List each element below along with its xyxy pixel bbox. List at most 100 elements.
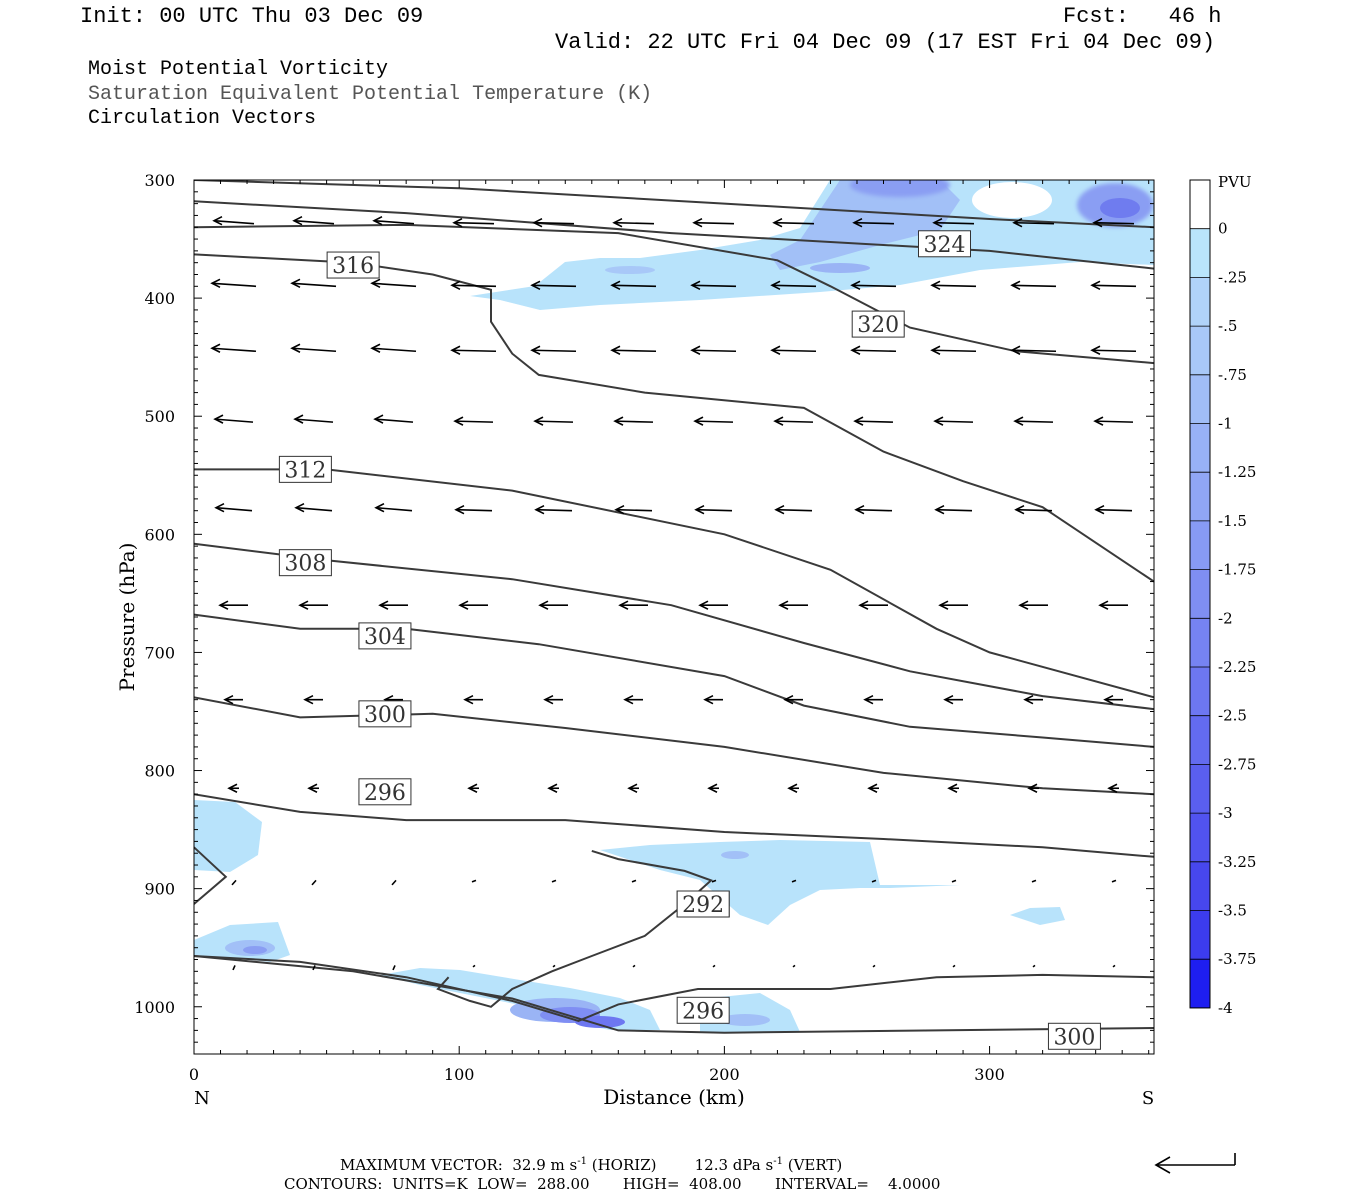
vector-arrow [370, 343, 417, 353]
vector-arrow [712, 964, 716, 968]
vector-arrow [552, 964, 556, 968]
colorbar: PVU 0 -.25 -.5 -.75 -1 -1.25 -1.5 -1.75 -2 -2.25 -2… [1189, 173, 1256, 1017]
colorbar-swatch [1190, 764, 1210, 814]
vector-arrow [854, 504, 893, 515]
vector-arrow [312, 965, 316, 971]
contour-label: 292 [676, 890, 730, 918]
vector-arrow [1010, 345, 1057, 355]
colorbar-label: -.75 [1218, 366, 1247, 384]
forecast-hour: Fcst: 46 h [1063, 4, 1222, 29]
vector-arrow [623, 694, 643, 705]
colorbar-swatch [1190, 423, 1210, 473]
colorbar-label: 0 [1218, 220, 1228, 238]
vector-arrow [212, 215, 255, 226]
vector-arrow [627, 783, 639, 793]
colorbar-swatch [1190, 569, 1210, 619]
y-tick-label: 700 [144, 643, 175, 662]
vector-arrow [952, 964, 956, 968]
vector-arrow [1103, 694, 1123, 705]
x-tick-label: 0 [189, 1065, 199, 1084]
y-tick-label: 400 [144, 289, 175, 308]
vector-arrow [372, 215, 415, 226]
vector-arrow [307, 783, 319, 793]
colorbar-swatch [1190, 813, 1210, 862]
pv-region-mid [600, 840, 960, 925]
vector-arrow [458, 600, 488, 610]
vector-arrow [770, 345, 817, 355]
x-tick-label: 100 [444, 1065, 475, 1084]
contour-line [194, 200, 1154, 270]
contour-label-text: 296 [682, 999, 724, 1024]
contour-line [194, 542, 1154, 711]
x-tick-label: 300 [974, 1065, 1005, 1084]
pv-shading [194, 180, 1154, 1032]
contour-label-text: 292 [682, 893, 724, 918]
vector-arrow [610, 345, 657, 355]
vector-arrow [698, 600, 728, 610]
contour-label-text: 304 [364, 625, 406, 650]
colorbar-label: -3.5 [1218, 902, 1247, 920]
colorbar-label: -2 [1218, 609, 1233, 627]
vector-arrow [454, 504, 493, 515]
vector-arrow [1090, 280, 1137, 291]
vector-arrow [391, 879, 397, 886]
field-title-3: Circulation Vectors [88, 107, 317, 130]
colorbar-label: -4 [1218, 999, 1233, 1017]
vector-arrow [1112, 964, 1116, 968]
vector-arrow [947, 783, 959, 793]
contour-label: 296 [358, 778, 412, 806]
vector-arrow [863, 694, 883, 705]
vector-arrow [772, 217, 815, 228]
pv-region-upper-dark [770, 180, 960, 270]
contour-info: CONTOURS: UNITS=K LOW= 288.00 HIGH= 408.… [284, 1175, 941, 1193]
vector-arrow [951, 879, 957, 883]
colorbar-swatch [1190, 228, 1210, 278]
vector-arrow [374, 502, 413, 513]
contour-line [194, 846, 228, 905]
axis-text: 300 400 500 600 700 800 900 1000 0 100 200 300 N S Dis… [115, 171, 1154, 1109]
vector-arrow [210, 343, 257, 353]
colorbar-label: -3.75 [1218, 950, 1256, 968]
vector-arrow [290, 343, 337, 353]
colorbar-label: -2.5 [1218, 707, 1247, 725]
contour-label-text: 300 [364, 703, 406, 728]
axis-ticks [193, 179, 1154, 1055]
contour-label: 300 [1047, 1022, 1101, 1050]
vector-arrow [618, 600, 648, 610]
vector-arrow [232, 965, 236, 971]
contour-label-text: 312 [284, 458, 326, 483]
vector-arrow [530, 345, 577, 355]
contour-line [194, 696, 1154, 796]
vector-arrow [227, 783, 239, 793]
colorbar-swatch [1190, 715, 1210, 765]
vector-arrow [290, 278, 337, 289]
vector-arrow [1018, 600, 1048, 610]
vector-arrow [450, 280, 497, 291]
vector-arrow [694, 504, 733, 515]
vector-arrow [303, 694, 323, 705]
vector-arrow [551, 879, 557, 883]
y-tick-label: 500 [144, 407, 175, 426]
vector-arrow [1093, 416, 1134, 426]
exp-1: -1 [577, 1156, 587, 1167]
contour-line [194, 955, 1154, 1034]
pv-region-small-right [1010, 907, 1065, 925]
vector-arrow [850, 345, 897, 355]
contour-label: 308 [278, 549, 332, 577]
contour-label-text: 308 [284, 552, 326, 577]
max-vector-horiz: MAXIMUM VECTOR: 32.9 m s [340, 1156, 578, 1174]
vector-arrow [530, 280, 577, 291]
vector-arrow [218, 600, 248, 610]
vector-arrow [1092, 217, 1135, 228]
vector-arrow [871, 879, 877, 883]
colorbar-swatch [1190, 618, 1210, 667]
contour-lines [194, 180, 1154, 1034]
contour-label: 296 [676, 996, 730, 1024]
vector-arrow [791, 879, 797, 883]
vector-arrow [773, 416, 814, 426]
vector-arrow [852, 217, 895, 228]
contour-label: 312 [278, 455, 332, 483]
colorbar-swatch [1190, 326, 1210, 375]
vector-arrow [453, 416, 494, 426]
colorbar-swatch [1190, 910, 1210, 960]
